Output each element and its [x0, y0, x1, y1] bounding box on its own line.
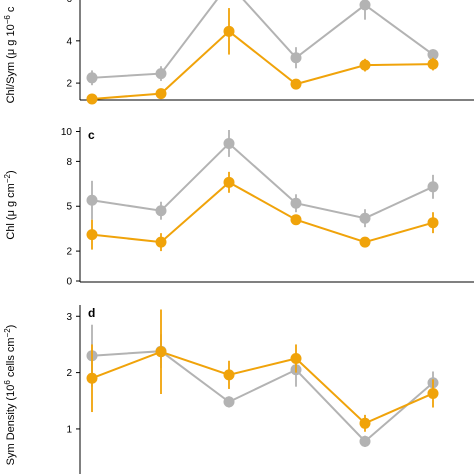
series-line: [91, 350, 434, 443]
data-point: [223, 137, 235, 149]
data-point: [427, 387, 439, 399]
panel-1: 2 4 6 Chl/Sym (μ g 10−6 c: [3, 0, 474, 105]
data-point: [427, 49, 439, 61]
panel-2: 0 2 5 8 10 c Chl (μ g cm−2): [3, 127, 474, 288]
series-line: [91, 0, 434, 79]
data-point: [155, 346, 167, 358]
data-point: [359, 0, 371, 11]
data-point: [86, 372, 98, 384]
data-point: [223, 369, 235, 381]
series-line: [91, 181, 434, 244]
y-tick-label: 3: [66, 312, 72, 323]
y-tick-label: 2: [66, 368, 72, 379]
series-grey: [86, 324, 439, 447]
data-point: [290, 52, 302, 64]
series-orange: [86, 309, 439, 432]
data-point: [427, 181, 439, 193]
y-tick-label: 2: [66, 247, 72, 258]
data-point: [155, 236, 167, 248]
y-tick-label: 5: [66, 202, 72, 213]
data-point: [359, 212, 371, 224]
y-tick-label: 2: [66, 79, 72, 90]
panel-label: d: [88, 306, 95, 320]
y-axis-label: Chl/Sym (μ g 10−6 c: [3, 6, 17, 103]
data-point: [86, 72, 98, 84]
data-point: [155, 88, 167, 100]
data-point: [223, 396, 235, 408]
data-point: [359, 236, 371, 248]
data-point: [86, 93, 98, 105]
data-point: [223, 25, 235, 37]
y-tick-label: 4: [66, 36, 72, 47]
data-point: [290, 78, 302, 90]
y-tick-label: 8: [66, 157, 72, 168]
y-tick-label: 0: [66, 277, 72, 288]
series-line: [91, 30, 434, 100]
y-axis-label: Chl (μ g cm−2): [3, 170, 17, 239]
data-point: [223, 176, 235, 188]
data-point: [290, 353, 302, 365]
data-point: [359, 417, 371, 429]
y-tick-label: 10: [61, 127, 73, 138]
data-point: [427, 217, 439, 229]
data-point: [86, 194, 98, 206]
series-line: [91, 350, 434, 425]
data-point: [290, 197, 302, 209]
series-orange: [86, 8, 439, 105]
data-point: [155, 68, 167, 80]
data-point: [155, 205, 167, 217]
data-point: [86, 229, 98, 241]
data-point: [427, 58, 439, 70]
y-axis-label: Sym Density (106 cells cm−2): [3, 325, 17, 466]
data-point: [290, 214, 302, 226]
y-tick-label: 6: [66, 0, 72, 5]
data-point: [359, 59, 371, 71]
series-grey: [86, 129, 439, 228]
panel-3: 1 2 3 d Sym Density (106 cells cm−2): [3, 305, 439, 474]
panel-label: c: [88, 128, 95, 142]
series-orange: [86, 171, 439, 252]
data-point: [359, 435, 371, 447]
series-grey: [86, 0, 439, 86]
series-line: [91, 142, 434, 220]
y-tick-label: 1: [66, 424, 72, 435]
